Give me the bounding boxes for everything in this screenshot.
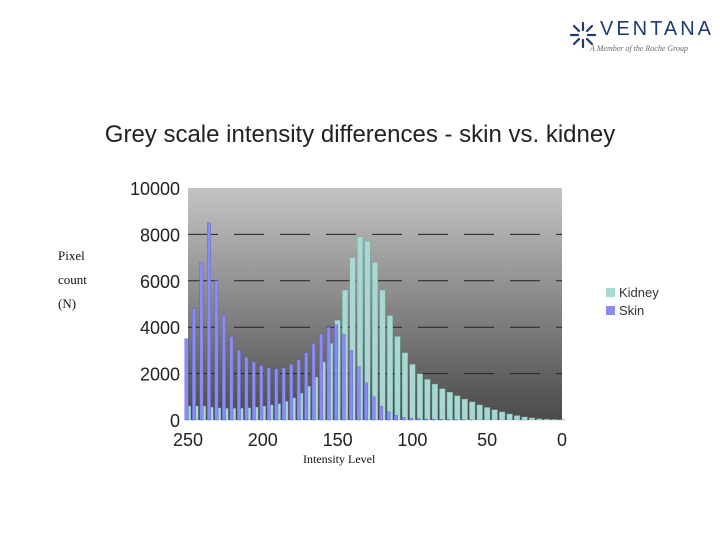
bar-skin: [214, 280, 219, 421]
bar-skin: [386, 411, 391, 421]
bar-skin: [281, 367, 286, 421]
x-tick-label: 0: [557, 430, 567, 450]
bar-skin: [304, 352, 309, 421]
bar-skin: [222, 315, 226, 421]
x-tick-label: 100: [397, 430, 427, 450]
bar-kidney: [529, 417, 536, 421]
skin-series: [184, 222, 473, 421]
y-tick-label: 10000: [130, 179, 180, 199]
y-tick-label: 8000: [140, 225, 180, 245]
bar-kidney: [454, 395, 461, 421]
bar-skin: [296, 359, 301, 421]
y-tick-label: 6000: [140, 272, 180, 292]
y-axis-label-line: (N): [58, 296, 77, 311]
bar-kidney: [491, 409, 498, 421]
x-axis-label: Intensity Level: [303, 452, 376, 466]
bar-skin: [334, 324, 338, 421]
bar-skin: [251, 361, 256, 421]
legend-swatch-skin: [606, 306, 615, 315]
bar-kidney: [386, 315, 393, 421]
bar-kidney: [551, 419, 558, 421]
bar-skin: [207, 222, 211, 421]
bar-skin: [326, 327, 331, 421]
y-tick-label: 4000: [140, 318, 180, 338]
bar-kidney: [476, 404, 483, 421]
bar-kidney: [544, 418, 551, 421]
bar-kidney: [439, 388, 446, 421]
bar-skin: [349, 350, 353, 421]
bar-skin: [289, 364, 294, 421]
bar-kidney: [416, 373, 423, 421]
star-burst-icon: [569, 21, 597, 49]
bar-skin: [356, 366, 361, 421]
chart-title: Grey scale intensity differences - skin …: [104, 121, 616, 148]
bar-kidney: [446, 391, 453, 421]
legend-swatch-kidney: [606, 288, 615, 297]
bar-kidney: [394, 336, 401, 421]
bar-skin: [416, 418, 421, 421]
y-tick-labels: 0 2000 4000 6000 8000 10000: [130, 179, 180, 431]
bar-skin: [394, 415, 398, 421]
bar-skin: [409, 417, 413, 421]
bar-skin: [229, 336, 234, 421]
y-axis-label-line: Pixel: [58, 248, 85, 263]
bar-skin: [371, 396, 376, 421]
bar-kidney: [401, 352, 408, 421]
logo-tagline: A Member of the Roche Group: [590, 44, 688, 53]
bar-kidney: [514, 415, 521, 421]
bar-kidney: [499, 411, 506, 421]
bar-skin: [341, 333, 346, 421]
bar-kidney: [371, 262, 379, 421]
bar-kidney: [521, 416, 528, 421]
x-tick-labels: 250 200 150 100 50 0: [173, 430, 567, 450]
x-tick-label: 150: [323, 430, 353, 450]
bar-skin: [199, 262, 204, 421]
y-tick-label: 0: [170, 411, 180, 431]
bar-skin: [184, 338, 189, 421]
logo-wordmark: VENTANA: [600, 18, 714, 40]
bar-skin: [244, 357, 249, 421]
bar-skin: [311, 343, 316, 421]
legend: Kidney Skin: [606, 285, 659, 318]
x-tick-label: 50: [477, 430, 497, 450]
bar-skin: [423, 418, 428, 421]
bar-skin: [431, 419, 436, 421]
y-axis-label: Pixel count (N): [58, 244, 108, 316]
y-tick-label: 2000: [140, 365, 180, 385]
y-axis-label-line: count: [58, 272, 87, 287]
legend-label-skin: Skin: [619, 303, 644, 318]
bar-kidney: [484, 407, 491, 421]
bar-kidney: [424, 379, 431, 421]
bar-skin: [236, 350, 241, 421]
bar-skin: [364, 382, 368, 421]
bar-kidney: [536, 418, 543, 421]
bar-skin: [274, 368, 279, 421]
legend-label-kidney: Kidney: [619, 285, 659, 300]
bar-skin: [266, 367, 271, 421]
bar-skin: [401, 417, 406, 421]
bar-kidney: [461, 398, 468, 421]
bar-kidney: [409, 364, 416, 421]
bar-skin: [192, 308, 196, 421]
bar-kidney: [379, 289, 386, 421]
bar-kidney: [431, 383, 438, 421]
x-tick-label: 250: [173, 430, 203, 450]
bar-kidney: [469, 401, 476, 421]
ventana-logo: VENTANA A Member of the Roche Group: [566, 18, 711, 68]
bar-kidney: [506, 413, 513, 421]
bar-skin: [379, 405, 383, 421]
bar-skin: [319, 333, 324, 421]
bar-skin: [259, 365, 264, 421]
x-tick-label: 200: [248, 430, 278, 450]
